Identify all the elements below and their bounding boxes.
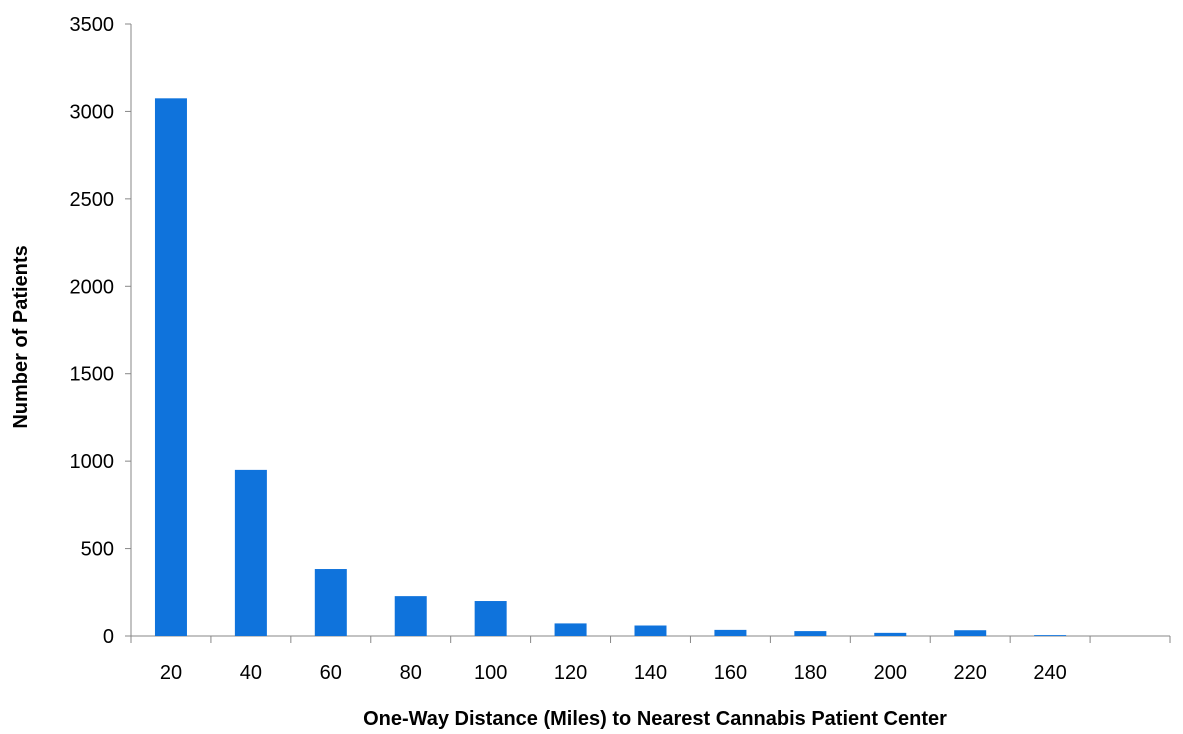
bars [154,98,1067,637]
y-tick-label: 500 [81,539,114,561]
bar [474,601,507,636]
y-tick-label: 1500 [70,364,115,386]
bar [874,632,907,636]
x-axis: 20 40 60 80 100 120 140 160 180 200 220 240 [130,635,1171,684]
y-axis: 0 500 1000 1500 2000 2500 3000 3500 [70,14,132,648]
bar [794,631,827,636]
x-tick-label: 40 [240,662,262,684]
x-tick-label: 100 [474,662,507,684]
y-tick-label: 2500 [70,189,115,211]
bar [714,629,747,636]
x-tick-label: 140 [634,662,667,684]
bar [954,630,987,636]
x-tick-label: 200 [874,662,907,684]
x-tick-label: 60 [320,662,342,684]
x-axis-title: One-Way Distance (Miles) to Nearest Cann… [363,708,947,730]
bar [154,98,187,637]
y-axis-title: Number of Patients [10,245,32,428]
bar [314,569,347,636]
x-tick-label: 220 [954,662,987,684]
bar [234,469,267,636]
x-tick-label: 80 [400,662,422,684]
y-tick-label: 3500 [70,14,115,36]
x-tick-label: 180 [794,662,827,684]
y-tick-label: 2000 [70,276,115,298]
x-tick-label: 240 [1033,662,1066,684]
y-tick-label: 3000 [70,101,115,123]
x-tick-label: 120 [554,662,587,684]
bar [554,623,587,636]
x-tick-label: 160 [714,662,747,684]
y-tick-label: 0 [103,626,114,648]
y-tick-label: 1000 [70,451,115,473]
bar [634,625,667,636]
x-tick-label: 20 [160,662,182,684]
bar [1034,635,1067,636]
bar [394,596,427,636]
